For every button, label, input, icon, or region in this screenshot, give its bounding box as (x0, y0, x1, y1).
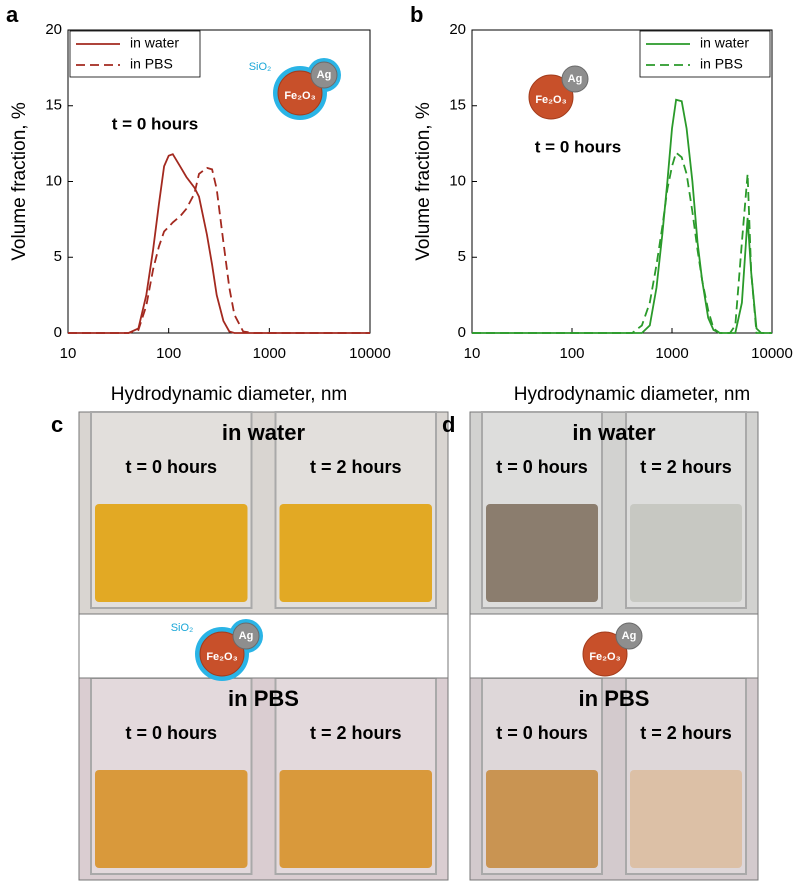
series-line (472, 98, 772, 334)
y-tick-label: 15 (45, 97, 62, 114)
particle-satellite (615, 622, 643, 650)
liquid (486, 504, 598, 602)
satellite-label: Ag (622, 630, 637, 642)
panel-label: d (442, 412, 455, 437)
particle-satellite (232, 622, 260, 650)
sample-label: t = 0 hours (496, 723, 588, 743)
particle-core (582, 631, 628, 677)
sample-label: t = 2 hours (640, 723, 732, 743)
series-line (68, 153, 370, 334)
satellite-label: Ag (239, 630, 254, 642)
particle-core (528, 74, 574, 120)
photo-divider (78, 613, 449, 679)
medium-label: in water (572, 420, 656, 445)
medium-label: in PBS (228, 686, 299, 711)
y-tick-label: 5 (458, 248, 466, 265)
core-label: Fe₂O₃ (535, 94, 566, 106)
y-tick-label: 0 (54, 324, 62, 341)
x-tick-label: 10 (60, 345, 77, 362)
x-tick-label: 10000 (349, 345, 391, 362)
y-tick-label: 20 (45, 21, 62, 38)
x-tick-label: 1000 (655, 345, 688, 362)
liquid (279, 770, 432, 868)
particle-satellite (310, 61, 338, 89)
liquid (630, 770, 742, 868)
x-tick-label: 1000 (253, 345, 286, 362)
core-label: Fe₂O₃ (206, 651, 237, 663)
legend-label: in water (700, 35, 749, 51)
y-axis-label: Volume fraction, % (413, 102, 434, 261)
medium-label: in PBS (579, 686, 650, 711)
legend-label: in PBS (700, 56, 743, 72)
panel-label: b (410, 2, 423, 27)
panel-label: c (51, 412, 63, 437)
x-axis-label: Hydrodynamic diameter, nm (111, 384, 348, 405)
shell-label: SiO₂ (171, 622, 194, 634)
particle-core (199, 631, 245, 677)
y-tick-label: 0 (458, 324, 466, 341)
panel-label: a (6, 2, 19, 27)
y-axis-label: Volume fraction, % (9, 102, 30, 261)
liquid (630, 504, 742, 602)
x-tick-label: 10 (464, 345, 481, 362)
annotation: t = 0 hours (112, 114, 198, 133)
liquid (95, 770, 248, 868)
x-tick-label: 100 (559, 345, 584, 362)
series-line (472, 151, 772, 334)
legend-label: in PBS (130, 56, 173, 72)
satellite-label: Ag (568, 73, 583, 85)
x-tick-label: 100 (156, 345, 181, 362)
y-tick-label: 10 (45, 172, 62, 189)
y-tick-label: 5 (54, 248, 62, 265)
sample-label: t = 2 hours (310, 457, 402, 477)
sample-label: t = 0 hours (496, 457, 588, 477)
y-tick-label: 15 (449, 97, 466, 114)
shell-label: SiO₂ (249, 61, 272, 73)
sample-label: t = 2 hours (310, 723, 402, 743)
medium-label: in water (222, 420, 306, 445)
particle-satellite (561, 65, 589, 93)
core-label: Fe₂O₃ (589, 651, 620, 663)
core-label: Fe₂O₃ (284, 90, 315, 102)
liquid (279, 504, 432, 602)
series-line (68, 166, 370, 334)
sample-label: t = 0 hours (125, 723, 217, 743)
y-tick-label: 20 (449, 21, 466, 38)
particle-core (277, 70, 323, 116)
liquid (95, 504, 248, 602)
satellite-label: Ag (317, 69, 332, 81)
x-axis-label: Hydrodynamic diameter, nm (514, 384, 751, 405)
legend-label: in water (130, 35, 179, 51)
sample-label: t = 2 hours (640, 457, 732, 477)
liquid (486, 770, 598, 868)
legend-box (639, 30, 771, 78)
y-tick-label: 10 (449, 172, 466, 189)
sample-label: t = 0 hours (125, 457, 217, 477)
annotation: t = 0 hours (535, 137, 621, 156)
legend-box (69, 30, 201, 78)
x-tick-label: 10000 (751, 345, 793, 362)
